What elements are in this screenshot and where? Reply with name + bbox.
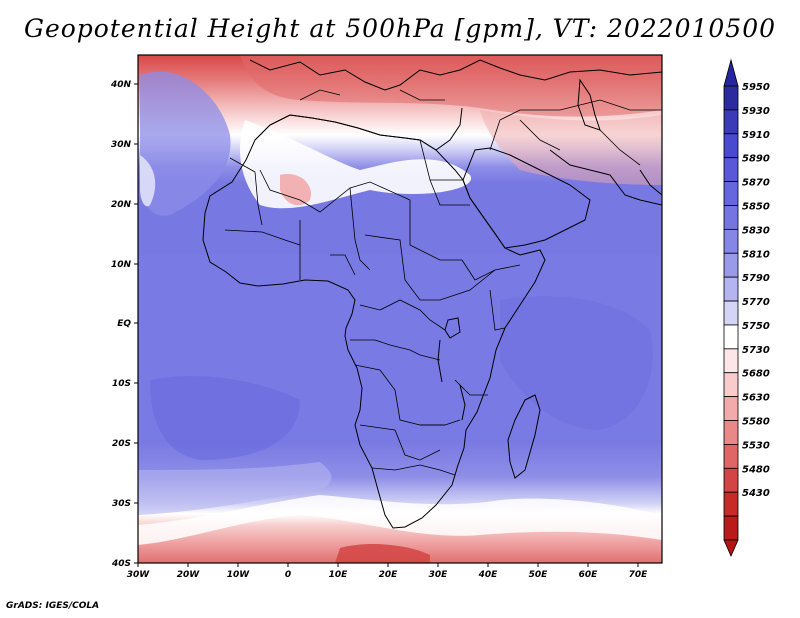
lat-label: 40N: [110, 80, 132, 90]
lat-label: 30S: [112, 499, 131, 509]
southern-red-low: [335, 544, 430, 563]
colorbar-label: 5580: [742, 417, 770, 428]
colorbar-label: 5910: [742, 130, 770, 141]
arabian-peninsula: [462, 147, 591, 249]
x-axis-ticks: [137, 563, 639, 567]
colorbar-label: 5850: [742, 201, 770, 212]
map-title: Geopotential Height at 500hPa [gpm], VT:…: [23, 14, 777, 43]
map-plot-area: [138, 55, 662, 563]
colorbar-label: 5810: [742, 249, 770, 260]
southern-white-band: [138, 495, 662, 545]
lake-tanganyika: [437, 339, 443, 383]
atlantic-blue-trough: [140, 71, 231, 216]
colorbar-swatch: [723, 133, 739, 159]
colorbar-swatch: [723, 181, 739, 206]
colorbar-label: 5890: [742, 154, 770, 165]
grads-credit: GrADS: IGES/COLA: [6, 601, 100, 611]
colorbar-swatch: [723, 444, 739, 469]
colorbar-label: 5950: [742, 82, 770, 93]
colorbar-label: 5730: [742, 345, 770, 356]
colorbar-label: 5630: [742, 393, 770, 404]
subtropical-low-red-blob: [280, 174, 311, 206]
colorbar-swatch: [723, 491, 739, 517]
lat-label: 20N: [111, 200, 132, 210]
lat-label: 10S: [112, 379, 131, 389]
colorbar-swatch: [723, 300, 739, 326]
lat-label: EQ: [117, 319, 131, 329]
lon-label: 10W: [227, 570, 251, 580]
colorbar-label: 5930: [742, 106, 770, 117]
colorbar-swatch: [723, 348, 739, 374]
east-red-band: [480, 110, 662, 185]
x-axis-labels: 30W 20W 10W 0 10E 20E 30E 40E 50E 60E 70…: [127, 570, 648, 580]
colorbar-label: 5750: [742, 321, 770, 332]
colorbar-swatch: [723, 252, 739, 278]
colorbar-top-arrow: [723, 58, 739, 87]
lon-label: 10E: [329, 570, 349, 580]
colorbar-swatch: [723, 109, 739, 135]
plot-frame: [137, 54, 663, 564]
colorbar-swatch: [723, 276, 739, 302]
lon-label: 0: [285, 570, 291, 580]
colorbar-label: 5830: [742, 225, 770, 236]
europe-coastline: [249, 59, 662, 91]
colorbar-label: 5680: [742, 369, 770, 380]
lon-label: 50E: [529, 570, 549, 580]
colorbar-label: 5790: [742, 273, 770, 284]
country-borders: [224, 89, 662, 476]
atlantic-white-tongue: [140, 155, 156, 207]
lon-label: 30W: [127, 570, 151, 580]
indian-ocean-deep-blue: [500, 296, 653, 430]
y-axis-ticks: [134, 83, 138, 564]
colorbar-swatch: [723, 420, 739, 445]
colorbar-swatch: [723, 467, 739, 493]
colorbar-swatch: [723, 205, 739, 230]
colorbar-label: 5430: [742, 488, 770, 499]
colorbar-label: 5530: [742, 440, 770, 451]
colorbar-label: 5480: [742, 464, 770, 475]
persian-gulf: [549, 149, 662, 206]
colorbar-swatch: [723, 324, 739, 350]
lake-victoria: [444, 317, 461, 339]
colorbar-swatch: [723, 228, 739, 254]
colorbar-swatch: [723, 515, 739, 541]
colorbar: 5950 5930 5910 5890 5870 5850 5830 5810 5790 5770…: [723, 58, 770, 557]
lon-label: 70E: [629, 570, 649, 580]
colorbar-swatch: [723, 157, 739, 182]
colorbar-bottom-arrow: [723, 539, 739, 557]
colorbar-swatch: [723, 372, 739, 398]
colorbar-label: 5770: [742, 297, 770, 308]
lat-label: 20S: [112, 439, 131, 449]
lake-malawi: [459, 384, 466, 421]
mediterranean-south-coast: [254, 107, 463, 151]
colorbar-swatch: [723, 85, 739, 111]
lat-label: 30N: [111, 140, 132, 150]
colorbar-label: 5870: [742, 178, 770, 189]
y-axis-labels: 40N 30N 20N 10N EQ 10S 20S 30S 40S: [110, 80, 132, 569]
lon-label: 30E: [429, 570, 449, 580]
lon-label: 40E: [478, 570, 499, 580]
south-lightblue-band: [138, 462, 332, 515]
lat-label: 10N: [111, 260, 132, 270]
madagascar-coastline: [507, 394, 541, 479]
south-atlantic-deep-blue: [150, 376, 300, 460]
coastlines: [202, 59, 662, 529]
lat-label: 40S: [111, 559, 131, 569]
colorbar-swatch: [723, 396, 739, 421]
india-west-coast: [639, 169, 662, 196]
lon-label: 60E: [579, 570, 599, 580]
lon-label: 20E: [379, 570, 399, 580]
lon-label: 20W: [177, 570, 201, 580]
